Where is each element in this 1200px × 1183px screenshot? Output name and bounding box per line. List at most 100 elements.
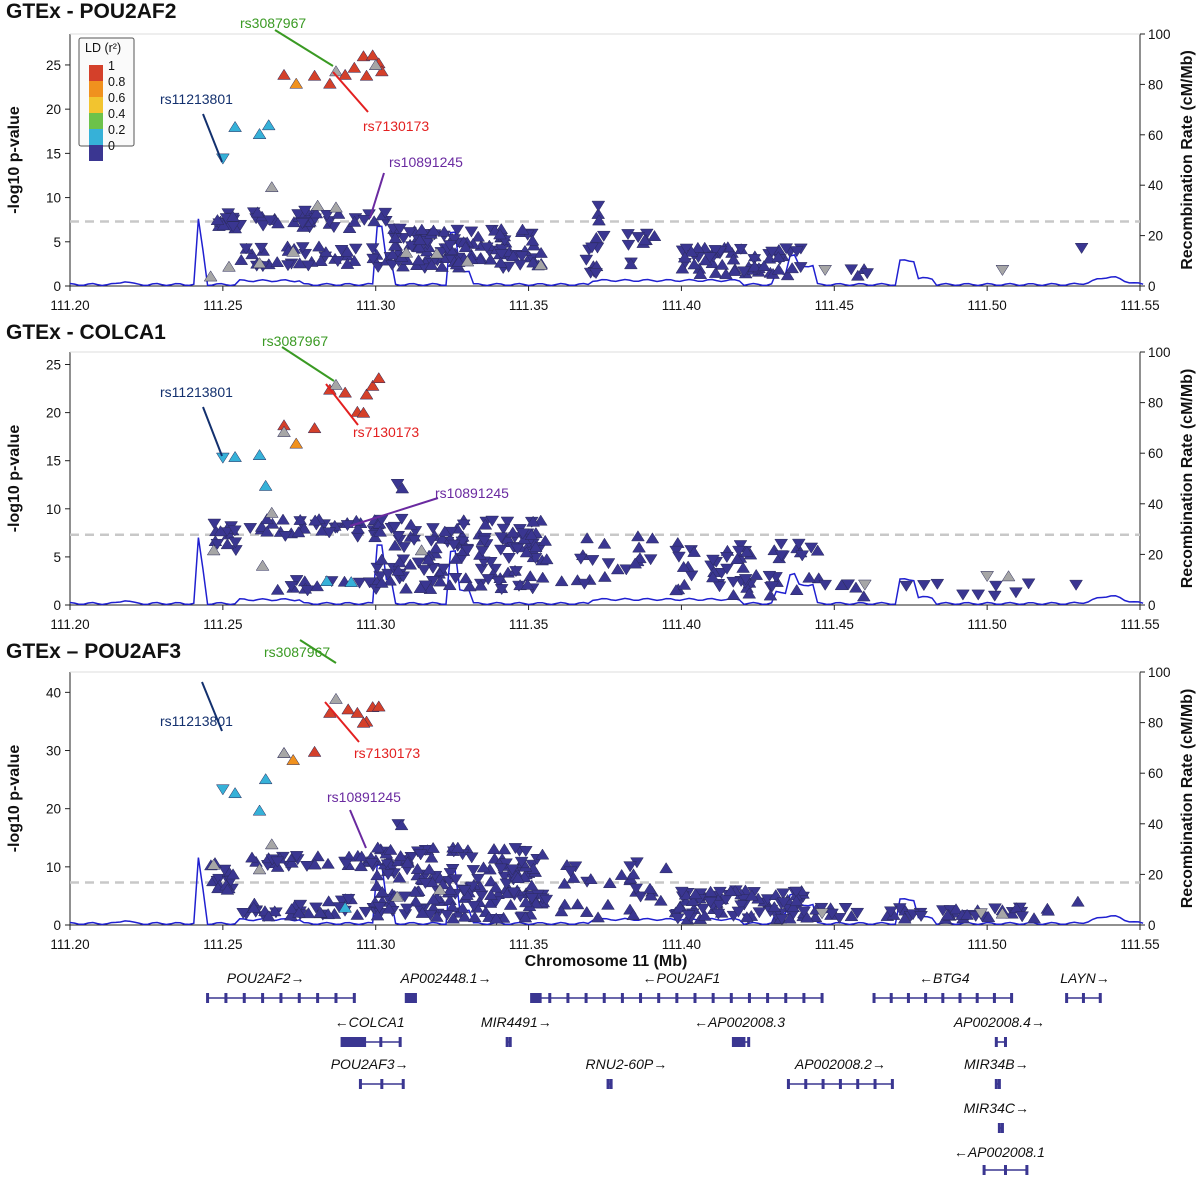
- snp-point: [440, 910, 455, 921]
- snp-point: [292, 906, 306, 918]
- annotation-label-rs7130173: rs7130173: [354, 745, 420, 761]
- snp-point: [808, 911, 823, 923]
- snp-point: [628, 557, 643, 569]
- gene-exon: [352, 993, 356, 1003]
- snp-point: [949, 903, 963, 915]
- gene-exon: [358, 1079, 362, 1089]
- snp-point: [644, 889, 658, 901]
- annotation-label-rs7130173: rs7130173: [353, 424, 419, 440]
- snp-point-ld: [206, 858, 221, 870]
- snp-point: [789, 246, 804, 258]
- annotation-leader-line: [325, 383, 359, 426]
- snp-point-ld: [286, 245, 301, 257]
- snp-point: [499, 878, 514, 890]
- y-tick-label: 20: [46, 406, 61, 421]
- snp-point: [484, 875, 498, 887]
- snp-point: [391, 564, 406, 576]
- annotation-leader-line: [332, 71, 369, 113]
- x-tick-label: 111.35: [509, 617, 548, 632]
- y-tick-label: 25: [46, 58, 61, 73]
- y2-tick-label: 80: [1148, 396, 1163, 411]
- snp-point: [424, 851, 439, 863]
- x-tick-label: 111.30: [356, 617, 395, 632]
- snp-point: [424, 535, 439, 547]
- snp-point: [340, 257, 355, 269]
- snp-point-ld: [347, 61, 362, 73]
- snp-point: [508, 843, 523, 855]
- snp-point: [263, 215, 277, 227]
- gene-exon: [1065, 993, 1069, 1003]
- snp-point: [643, 882, 657, 894]
- snp-point: [676, 560, 691, 572]
- snp-point: [511, 872, 525, 883]
- snp-point: [681, 910, 696, 922]
- gene-exon: [982, 1165, 986, 1175]
- snp-point: [433, 575, 448, 587]
- snp-point-ld: [433, 883, 447, 895]
- x-tick-label: 111.25: [203, 937, 242, 952]
- snp-point: [579, 905, 594, 917]
- snp-point: [844, 264, 859, 276]
- snp-point: [589, 268, 603, 280]
- gene-exon: [711, 993, 715, 1003]
- snp-point: [437, 525, 452, 537]
- snp-point: [510, 543, 525, 555]
- gene-exon: [639, 993, 643, 1003]
- snp-point: [426, 893, 441, 905]
- y-tick-label: 0: [53, 598, 61, 613]
- snp-point: [358, 906, 373, 918]
- snp-point: [626, 868, 641, 880]
- snp-point: [592, 214, 606, 226]
- snp-point: [415, 906, 430, 918]
- snp-point: [228, 537, 243, 549]
- snp-point: [295, 218, 310, 230]
- y-tick-label: 40: [46, 685, 61, 700]
- snp-point-ld: [203, 270, 218, 282]
- snp-point: [706, 554, 720, 566]
- snp-point: [711, 908, 726, 920]
- snp-point: [457, 910, 472, 922]
- snp-point: [352, 577, 367, 589]
- snp-point: [731, 906, 746, 918]
- snp-point-ld: [329, 378, 343, 390]
- annotation-label-rs3087967: rs3087967: [240, 15, 306, 31]
- snp-point: [780, 269, 795, 281]
- snp-point: [466, 900, 481, 912]
- gene-exon: [820, 993, 824, 1003]
- snp-point: [481, 574, 496, 586]
- snp-point: [960, 908, 974, 920]
- snp-point: [270, 256, 285, 267]
- legend-swatch: [89, 65, 103, 81]
- y-tick-label: 15: [46, 454, 61, 469]
- snp-point: [940, 909, 955, 921]
- x-tick-label: 111.55: [1120, 937, 1159, 952]
- snp-point: [370, 909, 385, 921]
- snp-point: [413, 234, 427, 245]
- snp-point: [793, 262, 808, 274]
- snp-point-ld: [371, 700, 386, 712]
- snp-point: [917, 580, 931, 592]
- snp-point-ld: [1001, 570, 1016, 582]
- snp-point: [730, 553, 745, 565]
- snp-point: [596, 230, 611, 242]
- snp-point: [693, 267, 708, 279]
- y-tick-label: 0: [53, 279, 61, 294]
- snp-point: [397, 891, 412, 903]
- snp-point: [276, 513, 290, 525]
- snp-point: [745, 889, 759, 901]
- snp-point-ld: [818, 265, 832, 276]
- y2-tick-label: 40: [1148, 178, 1163, 193]
- gene-exon: [379, 1037, 383, 1047]
- snp-point: [412, 241, 426, 253]
- snp-point: [271, 217, 285, 229]
- snp-point: [715, 258, 730, 270]
- snp-point: [347, 254, 362, 266]
- snp-point: [388, 231, 403, 243]
- snp-point: [426, 224, 441, 236]
- snp-point: [850, 907, 865, 919]
- snp-point-ld: [228, 787, 242, 799]
- gene-exon: [657, 993, 661, 1003]
- snp-point-ld: [216, 784, 230, 796]
- snp-point: [396, 260, 410, 272]
- x-tick-label: 111.45: [815, 298, 854, 313]
